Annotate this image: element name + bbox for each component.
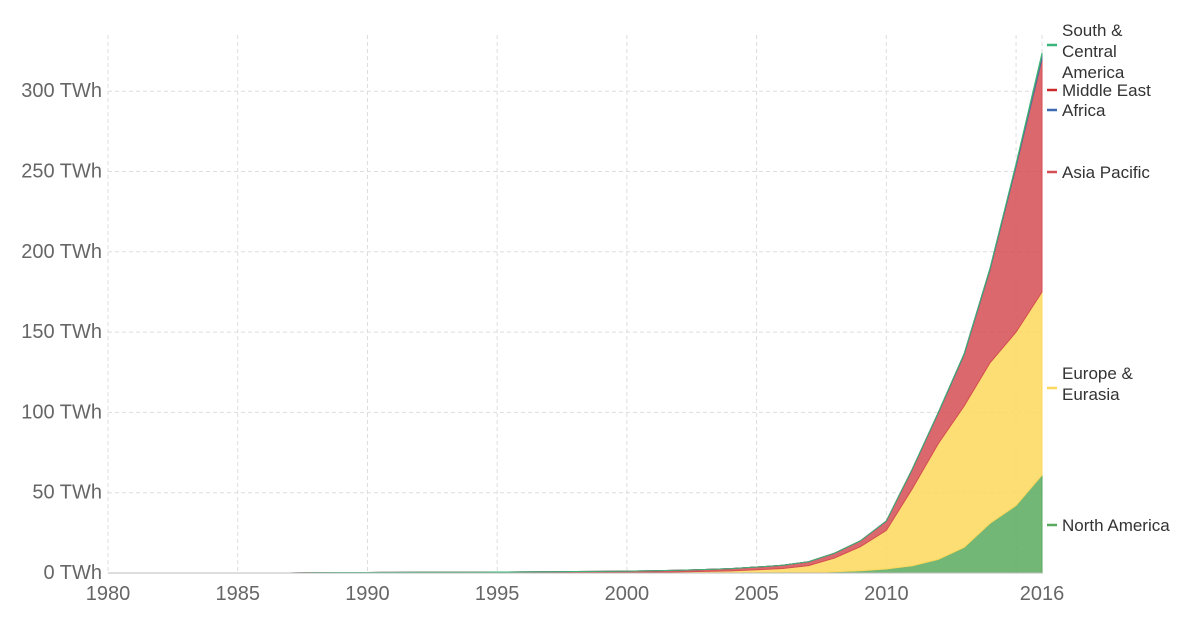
x-tick-label: 2010 [864,583,909,605]
area-south-central-america [108,52,1043,574]
y-tick-label: 300 TWh [21,80,102,102]
x-tick-label: 2016 [1020,583,1065,605]
y-tick-label: 150 TWh [21,321,102,343]
x-tick-label: 1990 [345,583,390,605]
area-europe-eurasia [108,290,1043,574]
y-tick-label: 100 TWh [21,401,102,423]
y-tick-label: 50 TWh [32,482,102,504]
legend-label-africa: Africa [1062,101,1106,120]
y-tick-label: 0 TWh [43,562,102,584]
legend-label-asia-pacific: Asia Pacific [1062,163,1150,182]
axes: 0 TWh 50 TWh 100 TWh 150 TWh 200 TWh 250 TWh 3… [21,80,1064,605]
x-tick-label: 1995 [475,583,520,605]
legend-label-north-america: North America [1062,516,1170,535]
area-asia-pacific [108,58,1043,574]
x-tick-label: 1985 [215,583,260,605]
legend-label-middle-east: Middle East [1062,81,1151,100]
area-series [108,52,1043,574]
legend-label-europe-eurasia: Europe & Eurasia [1062,364,1134,404]
y-tick-label: 250 TWh [21,161,102,183]
legend-label-south-central-america: South & Central America [1062,21,1125,82]
x-tick-label: 2005 [734,583,779,605]
x-tick-label: 1980 [86,583,131,605]
x-tick-label: 2000 [605,583,650,605]
y-tick-label: 200 TWh [21,241,102,263]
